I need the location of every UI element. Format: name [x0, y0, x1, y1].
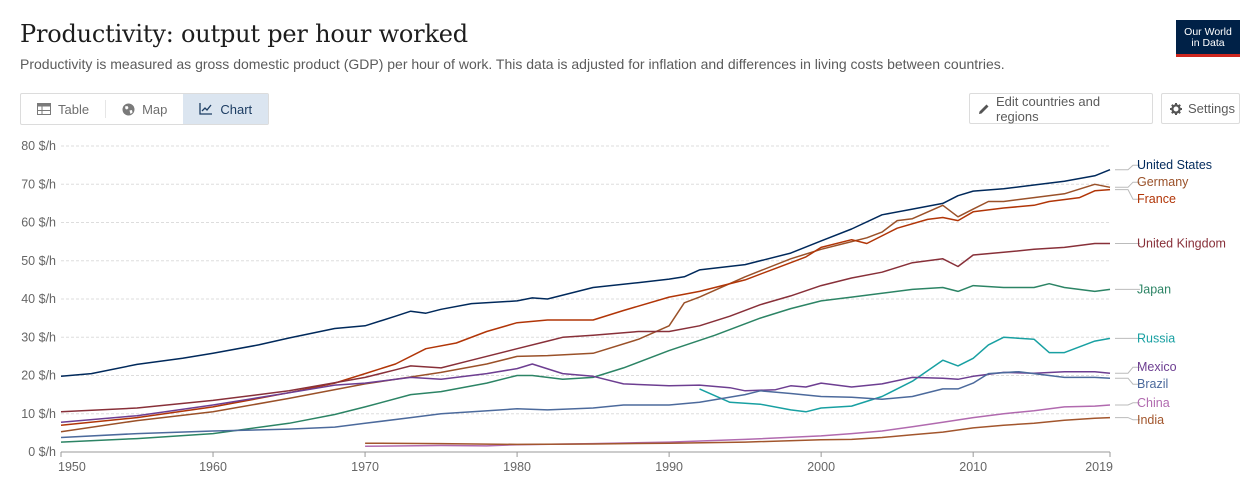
label-connector: [1115, 189, 1140, 200]
label-connector: [1115, 402, 1140, 406]
label-connector: [1115, 181, 1140, 188]
series-label-china[interactable]: China: [1137, 396, 1170, 410]
y-tick-label: 10 $/h: [21, 407, 56, 421]
page-subtitle: Productivity is measured as gross domest…: [20, 56, 1005, 72]
table-icon: [37, 103, 51, 115]
label-layer: United States Germany France United Kingdom…: [1115, 158, 1226, 427]
settings-label: Settings: [1188, 101, 1235, 116]
series-label-united-states[interactable]: United States: [1137, 158, 1212, 172]
label-connector: [1115, 417, 1140, 421]
series-label-japan[interactable]: Japan: [1137, 282, 1171, 296]
grid-layer: [61, 145, 1110, 415]
x-tick-label: 2000: [807, 460, 835, 474]
y-tick-label: 20 $/h: [21, 369, 56, 383]
x-tick-label: 1970: [351, 460, 379, 474]
tab-chart[interactable]: Chart: [183, 94, 269, 124]
series-line-united-states[interactable]: [60, 169, 1111, 378]
y-tick-label: 0 $/h: [28, 445, 56, 459]
series-line-russia[interactable]: [699, 336, 1111, 413]
y-tick-label: 80 $/h: [21, 139, 56, 153]
series-line-germany[interactable]: [60, 183, 1111, 433]
tab-map[interactable]: Map: [106, 94, 183, 124]
series-line-japan[interactable]: [60, 282, 1111, 443]
edit-countries-label: Edit countries and regions: [996, 93, 1101, 124]
y-tick-label: 70 $/h: [21, 177, 56, 191]
series-line-france[interactable]: [60, 188, 1111, 426]
edit-countries-button[interactable]: Edit countries and regions: [969, 93, 1153, 124]
logo-line1: Our World: [1184, 26, 1232, 38]
page-title: Productivity: output per hour worked: [20, 20, 468, 48]
x-tick-label: 2010: [959, 460, 987, 474]
series-line-mexico[interactable]: [60, 363, 1111, 423]
series-line-india[interactable]: [365, 416, 1111, 446]
tab-table-label: Table: [58, 101, 90, 117]
axis-layer: 0 $/h 10 $/h 20 $/h 30 $/h 40 $/h 50 $/h 60 $/…: [21, 139, 1113, 474]
series-label-germany[interactable]: Germany: [1137, 175, 1189, 189]
series-label-mexico[interactable]: Mexico: [1137, 360, 1177, 374]
series-label-united-kingdom[interactable]: United Kingdom: [1137, 237, 1226, 251]
series-label-france[interactable]: France: [1137, 192, 1176, 206]
series-layer: [60, 169, 1111, 448]
y-tick-label: 60 $/h: [21, 216, 56, 230]
x-tick-label: 1980: [503, 460, 531, 474]
x-tick-label: 1950: [58, 460, 86, 474]
label-connector: [1115, 366, 1140, 374]
series-label-india[interactable]: India: [1137, 413, 1164, 427]
logo-line2: in Data: [1191, 37, 1225, 49]
y-tick-label: 30 $/h: [21, 330, 56, 344]
owid-logo[interactable]: Our World in Data: [1176, 20, 1240, 57]
x-tick-label: 1990: [655, 460, 683, 474]
y-tick-label: 50 $/h: [21, 254, 56, 268]
series-line-united-kingdom[interactable]: [60, 242, 1110, 413]
series-label-brazil[interactable]: Brazil: [1137, 377, 1168, 391]
settings-button[interactable]: Settings: [1161, 93, 1240, 124]
tab-divider: [105, 100, 107, 118]
label-connector: [1115, 164, 1140, 171]
line-chart-icon: [199, 103, 213, 115]
gear-icon: [1170, 102, 1182, 115]
tab-chart-label: Chart: [220, 101, 253, 117]
tab-table[interactable]: Table: [21, 94, 105, 124]
view-tabs: Table Map Chart: [20, 93, 270, 125]
series-line-brazil[interactable]: [60, 370, 1111, 439]
x-tick-label: 1960: [199, 460, 227, 474]
label-connector: [1115, 377, 1140, 385]
y-tick-label: 40 $/h: [21, 292, 56, 306]
series-label-russia[interactable]: Russia: [1137, 331, 1175, 345]
pencil-icon: [978, 103, 990, 115]
globe-icon: [122, 103, 135, 116]
tab-map-label: Map: [142, 101, 168, 117]
x-tick-label: 2019: [1085, 460, 1113, 474]
